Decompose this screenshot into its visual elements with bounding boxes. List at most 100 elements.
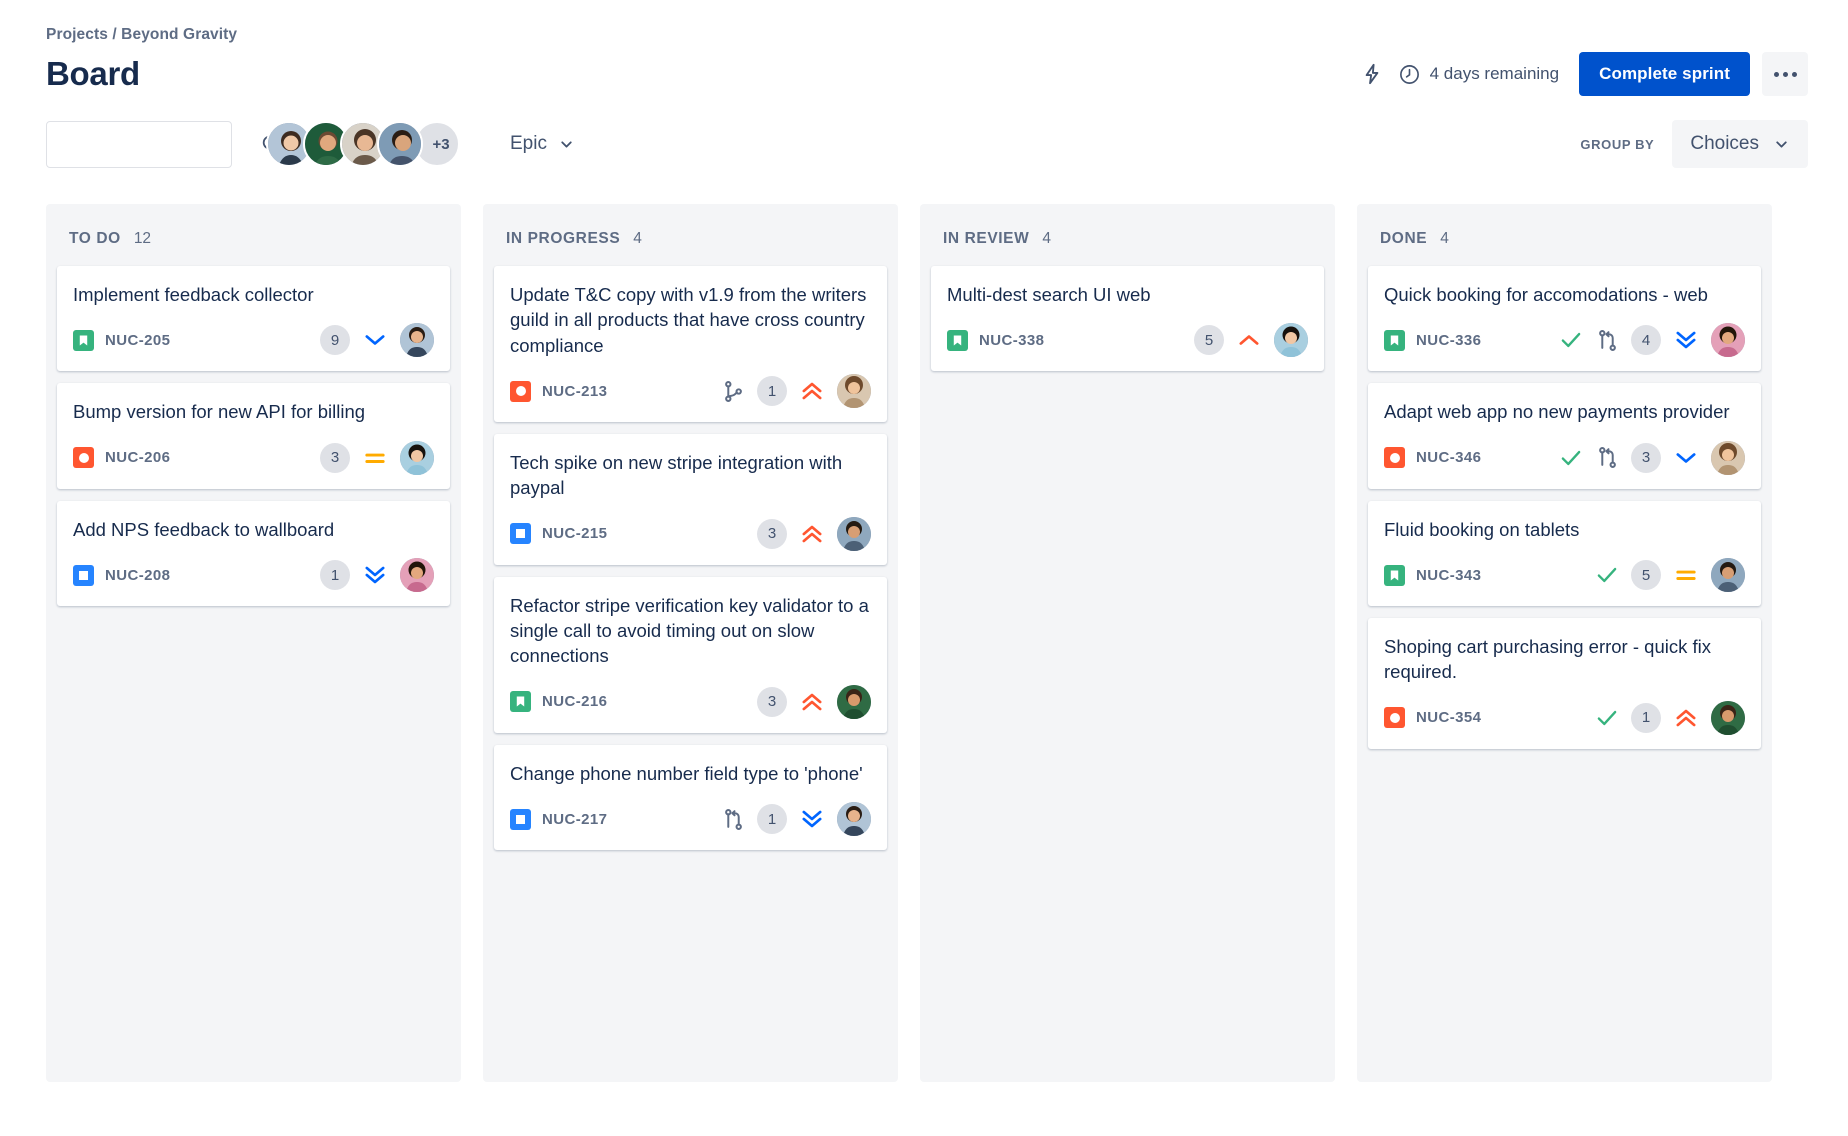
issue-key[interactable]: NUC-208 [105,566,171,584]
avatar[interactable] [377,121,423,167]
issue-count-badge: 3 [320,442,350,473]
lightning-icon[interactable] [1350,52,1394,96]
priority-low-icon [361,326,389,354]
issue-card[interactable]: Add NPS feedback to wallboard NUC-208 1 [57,500,450,607]
more-actions-icon[interactable] [1762,52,1808,96]
epic-label: Epic [510,133,547,154]
issue-card[interactable]: Implement feedback collector NUC-205 9 [57,266,450,372]
pull-request-icon[interactable] [1595,445,1620,470]
issue-meta-left: NUC-343 [1384,564,1482,586]
assignee-avatar[interactable] [1711,440,1745,475]
breadcrumb[interactable]: Projects / Beyond Gravity [46,26,238,43]
group-by-label: GROUP BY [1580,136,1655,152]
search-input[interactable] [61,135,260,153]
group-by-dropdown[interactable]: Choices [1672,120,1808,168]
issue-card[interactable]: Multi-dest search UI web NUC-338 5 [931,266,1324,372]
issue-count-badge: 5 [1631,560,1661,591]
issue-key[interactable]: NUC-346 [1416,449,1482,467]
priority-highest-icon [1672,704,1700,732]
days-remaining-label: 4 days remaining [1429,64,1560,83]
branch-icon[interactable] [721,379,746,404]
issue-title: Bump version for new API for billing [73,401,366,423]
issue-title: Refactor stripe verification key validat… [510,594,869,667]
issue-meta-left: NUC-206 [73,447,171,469]
issue-key[interactable]: NUC-205 [105,331,171,349]
issue-key[interactable]: NUC-343 [1416,566,1482,584]
priority-medium-icon [361,444,389,472]
issue-card-footer: NUC-336 4 [1384,323,1745,358]
avatar[interactable] [340,121,386,167]
assignee-avatar[interactable] [1711,700,1745,735]
column-name: IN PROGRESS [506,230,621,247]
assignee-avatar[interactable] [837,374,871,409]
task-type-icon [510,523,531,545]
issue-card[interactable]: Change phone number field type to 'phone… [494,744,887,851]
priority-low-icon [1672,444,1700,472]
assignee-avatar[interactable] [1711,558,1745,593]
issue-meta-right: 1 [320,558,434,593]
issue-key[interactable]: NUC-216 [542,693,608,711]
complete-sprint-button[interactable]: Complete sprint [1579,52,1750,96]
board-column: DONE 4 Quick booking for accomodations - w… [1357,204,1772,1082]
issue-key[interactable]: NUC-217 [542,810,608,828]
issue-count-badge: 3 [1631,442,1661,473]
issue-key[interactable]: NUC-213 [542,382,608,400]
search-box[interactable] [46,120,280,168]
issue-title: Shoping cart purchasing error - quick fi… [1384,636,1711,683]
issue-key[interactable]: NUC-206 [105,449,171,467]
issue-key[interactable]: NUC-336 [1416,331,1482,349]
toolbar-right: GROUP BY Choices [1580,120,1808,168]
epic-filter-dropdown[interactable]: Epic [502,127,583,161]
issue-title: Update T&C copy with v1.9 from the write… [510,284,867,356]
issue-count-badge: 1 [757,376,787,407]
priority-lowest-icon [1672,326,1700,354]
board-column: IN REVIEW 4 Multi-dest search UI web NUC-33… [920,204,1335,1082]
avatar-group[interactable]: +3 [266,121,460,167]
issue-card[interactable]: Update T&C copy with v1.9 from the write… [494,266,887,423]
task-type-icon [510,808,531,830]
issue-title: Fluid booking on tablets [1384,518,1580,540]
issue-meta-right: 3 [320,440,434,475]
issue-meta-right: 1 [721,374,871,409]
issue-card-footer: NUC-216 3 [510,684,871,719]
issue-card[interactable]: Tech spike on new stripe integration wit… [494,434,887,565]
days-remaining: 4 days remaining [1398,63,1559,86]
column-header: IN REVIEW 4 [931,216,1324,266]
issue-card-footer: NUC-338 5 [947,323,1308,358]
issue-count-badge: 9 [320,325,350,356]
issue-card[interactable]: Shoping cart purchasing error - quick fi… [1368,618,1761,749]
assignee-avatar[interactable] [837,684,871,719]
pull-request-icon[interactable] [721,807,746,832]
column-count: 4 [1440,230,1449,247]
bug-type-icon [73,447,94,469]
issue-card[interactable]: Adapt web app no new payments provider NU… [1368,383,1761,489]
issue-meta-right: 3 [757,516,871,551]
issue-count-badge: 3 [757,518,787,549]
issue-key[interactable]: NUC-354 [1416,709,1482,727]
issue-count-badge: 1 [320,560,350,591]
issue-card[interactable]: Quick booking for accomodations - web NUC… [1368,266,1761,372]
assignee-avatar[interactable] [837,516,871,551]
issue-card-footer: NUC-213 1 [510,374,871,409]
issue-card[interactable]: Fluid booking on tablets NUC-343 5 [1368,500,1761,607]
issue-key[interactable]: NUC-338 [979,331,1045,349]
issue-key[interactable]: NUC-215 [542,525,608,543]
issue-meta-right: 1 [721,802,871,837]
story-type-icon [1384,564,1405,586]
avatar[interactable] [266,121,312,167]
issue-meta-right: 4 [1558,323,1745,358]
issue-card[interactable]: Bump version for new API for billing NUC-… [57,383,450,489]
assignee-avatar[interactable] [837,802,871,837]
toolbar-left: +3 Epic [46,120,583,168]
issue-card-footer: NUC-343 5 [1384,558,1745,593]
assignee-avatar[interactable] [400,440,434,475]
assignee-avatar[interactable] [400,323,434,358]
issue-meta-left: NUC-205 [73,329,171,351]
assignee-avatar[interactable] [1274,323,1308,358]
issue-card[interactable]: Refactor stripe verification key validat… [494,576,887,733]
assignee-avatar[interactable] [400,558,434,593]
assignee-avatar[interactable] [1711,323,1745,358]
issue-count-badge: 4 [1631,325,1661,356]
pull-request-icon[interactable] [1595,328,1620,353]
issue-card-footer: NUC-215 3 [510,516,871,551]
